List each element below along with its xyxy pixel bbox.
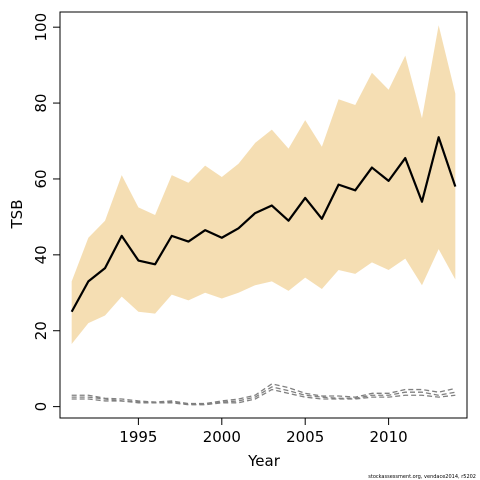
- y-axis: 0 20 40 60 80 100: [32, 13, 61, 412]
- y-tick-label: 60: [32, 169, 50, 188]
- credit-text: stockassessment.org, vendace2014, r5202: [368, 474, 476, 480]
- tsb-estimate-line: [70, 136, 457, 313]
- confidence-band: [71, 25, 456, 345]
- x-axis-title: Year: [247, 452, 281, 470]
- plot-area: [70, 25, 457, 406]
- y-tick-label: 0: [32, 402, 50, 412]
- y-tick-label: 80: [32, 94, 50, 113]
- y-tick-label: 40: [32, 245, 50, 264]
- x-tick-label: 1995: [119, 428, 157, 446]
- dashed-line-2: [71, 386, 456, 405]
- y-tick-label: 20: [32, 321, 50, 340]
- x-tick-label: 2010: [370, 428, 408, 446]
- x-axis: 1995 2000 2005 2010: [119, 417, 408, 446]
- x-tick-label: 2000: [203, 428, 241, 446]
- x-tick-label: 2005: [286, 428, 324, 446]
- dashed-line-3: [71, 383, 456, 405]
- y-axis-title: TSB: [8, 200, 26, 230]
- y-tick-label: 100: [32, 13, 50, 42]
